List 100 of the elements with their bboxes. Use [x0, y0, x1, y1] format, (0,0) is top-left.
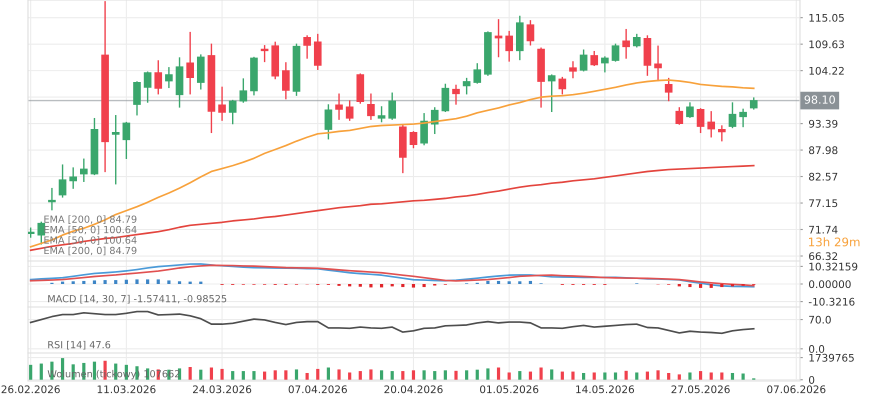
candlestick [346, 100, 354, 121]
candlestick [590, 50, 598, 66]
y-tick-label: 109.63 [809, 40, 844, 48]
text: MACD [14, 30, 7] -1.57411, -0.98525 [48, 294, 226, 304]
bar [220, 368, 224, 380]
bar [306, 372, 309, 380]
bar [656, 370, 660, 380]
bar [688, 372, 692, 380]
bar [518, 371, 522, 380]
y-tick-label: 66.32 [809, 252, 838, 260]
bar [742, 373, 745, 380]
y-tick-label: 77.15 [809, 199, 838, 208]
x-tick-label: 11.03.2026 [98, 385, 156, 394]
y-tick-label: -10.3216 [808, 298, 855, 306]
bar [678, 374, 681, 380]
candlestick [739, 108, 747, 128]
candlestick [675, 107, 684, 125]
bar [539, 368, 543, 380]
candlestick [696, 108, 704, 134]
candlestick [420, 113, 428, 146]
line-series [30, 79, 755, 248]
candlestick [580, 49, 588, 72]
bar [730, 372, 734, 380]
candlestick [303, 35, 311, 59]
candlestick [388, 92, 396, 120]
bar [40, 364, 43, 380]
bar [274, 370, 277, 380]
bar [560, 372, 564, 380]
bar [294, 369, 298, 380]
bar [380, 370, 384, 380]
candlestick [750, 97, 758, 110]
candlestick [69, 167, 78, 189]
bar [284, 370, 288, 380]
y-tick-label: 87.98 [809, 146, 838, 154]
candlestick [494, 19, 502, 58]
bar [528, 372, 532, 380]
line-series [30, 310, 755, 334]
candlestick [526, 20, 534, 46]
bar [710, 372, 713, 380]
candlestick [686, 102, 694, 118]
candlestick [165, 67, 173, 88]
candlestick [218, 86, 226, 121]
text: 13h 29m [809, 237, 860, 246]
bar [444, 370, 447, 380]
candlestick [632, 34, 641, 48]
candlestick [612, 44, 620, 62]
bar [412, 370, 416, 380]
candlestick [654, 46, 662, 82]
candlestick [186, 32, 194, 94]
bar [210, 368, 214, 380]
bar [465, 370, 468, 380]
candlestick [569, 61, 577, 78]
bar [433, 371, 436, 380]
candlestick [133, 81, 141, 116]
candlestick [473, 63, 482, 84]
candlestick [728, 102, 736, 128]
bar [316, 368, 320, 380]
candlestick [442, 84, 450, 112]
text: RSI [14] 47.6 [48, 340, 110, 350]
candlestick [28, 228, 34, 238]
y-tick-label: 10.32159 [809, 262, 858, 271]
bar [390, 371, 394, 380]
bar [337, 369, 341, 380]
candlestick [378, 106, 386, 122]
y-tick-label: 71.74 [809, 226, 838, 234]
x-tick-label: 01.05.2026 [480, 385, 538, 394]
bar [646, 372, 650, 380]
candlestick [622, 28, 630, 59]
y-tick-label: 0.0 [809, 345, 824, 353]
candlestick [37, 222, 46, 245]
candlestick [462, 78, 470, 94]
candlestick [505, 30, 513, 62]
bar [199, 370, 202, 380]
x-tick-label: 26.02.2026 [2, 385, 60, 394]
y-tick-label: 115.05 [809, 14, 844, 22]
x-tick-label: 07.06.2026 [767, 385, 826, 394]
candlestick [548, 74, 556, 112]
candlestick [664, 78, 672, 102]
y-tick-label: 70.0 [809, 316, 831, 324]
bar [550, 369, 554, 380]
bar [571, 372, 575, 380]
bar [358, 371, 362, 380]
bar [401, 371, 404, 380]
bar [252, 371, 256, 380]
candlestick [707, 111, 716, 138]
candlestick [112, 115, 120, 184]
candlestick [335, 94, 343, 120]
candlestick [367, 94, 375, 120]
candlestick [80, 158, 88, 182]
candlestick [718, 125, 726, 142]
bar [698, 371, 702, 380]
x-tick-label: 20.04.2026 [384, 385, 443, 394]
y-tick-label: 1739765 [809, 354, 854, 362]
candlestick [324, 104, 332, 140]
candlestick [452, 84, 460, 105]
y-tick-label: 0 [809, 376, 814, 384]
candlestick [410, 131, 418, 148]
bar [635, 372, 638, 380]
bar [348, 372, 352, 380]
bar [614, 372, 618, 380]
